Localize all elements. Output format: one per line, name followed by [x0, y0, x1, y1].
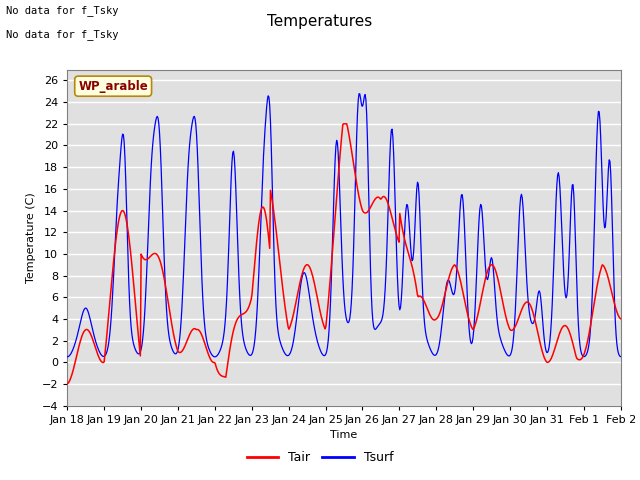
Y-axis label: Temperature (C): Temperature (C)	[26, 192, 36, 283]
Text: Temperatures: Temperatures	[268, 14, 372, 29]
Text: No data for f_Tsky: No data for f_Tsky	[6, 29, 119, 40]
Text: WP_arable: WP_arable	[78, 80, 148, 93]
Legend: Tair, Tsurf: Tair, Tsurf	[242, 446, 398, 469]
X-axis label: Time: Time	[330, 430, 358, 440]
Text: No data for f_Tsky: No data for f_Tsky	[6, 5, 119, 16]
